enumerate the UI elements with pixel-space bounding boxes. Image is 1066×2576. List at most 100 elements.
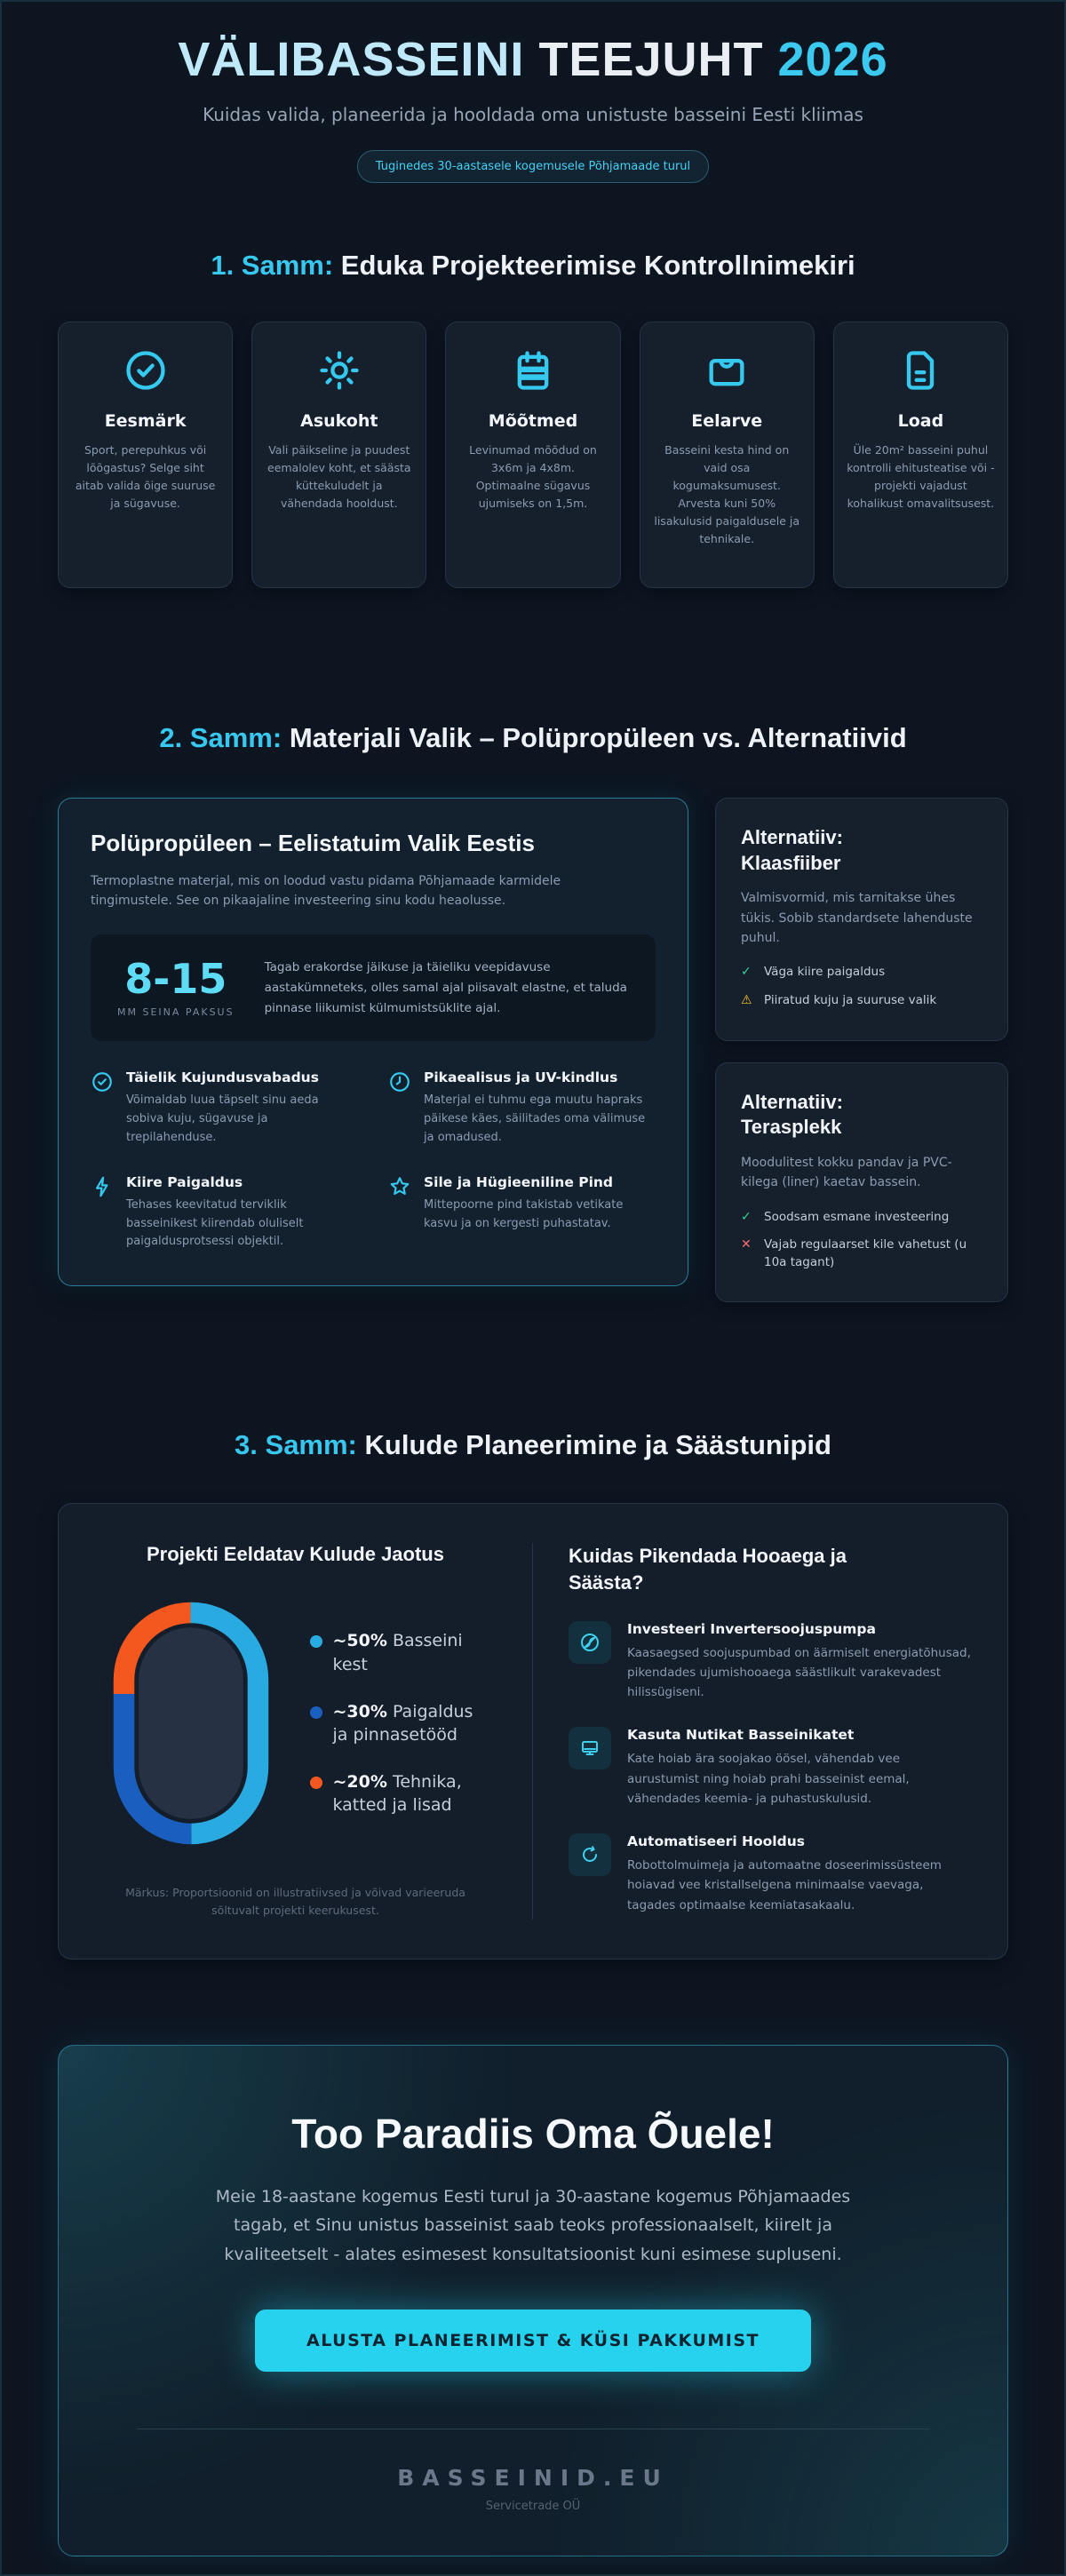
feature-smooth-surface: Sile ja Hügieeniline Pind Mittepoorne pi… (388, 1174, 656, 1252)
point-con: ✕ Vajab regulaarset kile vahetust (u 10a… (741, 1236, 982, 1271)
cost-donut-chart (113, 1602, 268, 1845)
point-text: Soodsam esmane investeering (764, 1209, 950, 1224)
title-year: 2026 (777, 33, 888, 86)
legend-item-shell: ~50% Basseini kest (309, 1629, 488, 1676)
hero-header: VÄLIBASSEINI TEEJUHT 2026 Kuidas valida,… (2, 33, 1064, 184)
check-circle-icon (91, 1070, 114, 1147)
card-title: Eesmärk (104, 411, 187, 432)
point-text: Piiratud kuju ja suuruse valik (764, 993, 937, 1008)
section1-step-label: 1. Samm: (211, 250, 334, 282)
section3-step-label: 3. Samm: (235, 1429, 357, 1461)
card-title: Load (897, 411, 944, 432)
chart-title: Projekti Eeldatav Kulude Jaotus (147, 1543, 444, 1566)
card-text: Levinumad mõõdud on 3x6m ja 4x8m. Optima… (469, 443, 597, 511)
feature-title: Sile ja Hügieeniline Pind (424, 1173, 614, 1190)
stat-text: Tagab erakordse jäikuse ja täieliku veep… (264, 959, 627, 1015)
materials-columns: Polüpropüleen – Eelistatuim Valik Eestis… (58, 798, 1008, 1303)
legend-dot-equipment (309, 1776, 322, 1789)
savings-tips-column: Kuidas Pikendada Hooaega ja Säästa? Inve… (533, 1543, 972, 1920)
feature-design-freedom: Täielik Kujundusvabadus Võimaldab luua t… (91, 1069, 358, 1147)
feature-text: Tehases keevitatud terviklik basseinikes… (126, 1197, 304, 1249)
card-load: Load Üle 20m² basseini puhul kontrolli e… (832, 322, 1008, 589)
feature-title: Pikaealisus ja UV-kindlus (424, 1069, 618, 1086)
card-mootmed: Mõõtmed Levinumad mõõdud on 3x6m ja 4x8m… (445, 322, 621, 589)
card-eelarve: Eelarve Basseini kesta hind on vaid osa … (639, 322, 815, 589)
measure-icon (510, 351, 556, 397)
donut-hole (138, 1627, 243, 1819)
brand-logo: BASSEINID.EU (397, 2465, 669, 2492)
alternatives-column: Alternatiiv: Klaasfiiber Valmisvormid, m… (715, 798, 1008, 1303)
feature-uv-durability: Pikaealisus ja UV-kindlus Materjal ei tu… (388, 1069, 656, 1147)
tip-title: Investeeri Invertersoojuspumpa (627, 1620, 876, 1637)
start-planning-button[interactable]: ALUSTA PLANEERIMIST & KÜSI PAKKUMIST (255, 2310, 811, 2373)
tip-pool-cover: Kasuta Nutikat Basseinikatet Kate hoiab … (569, 1727, 972, 1809)
feature-fast-install: Kiire Paigaldus Tehases keevitatud tervi… (91, 1174, 358, 1252)
heat-pump-icon (569, 1620, 611, 1664)
polypropylene-description: Termoplastne materjal, mis on loodud vas… (91, 873, 561, 909)
polypropylene-title: Polüpropüleen – Eelistatuim Valik Eestis (91, 830, 535, 857)
alternative-description: Moodulitest kokku pandav ja PVC-kilega (… (741, 1155, 952, 1190)
legend-dot-installation (309, 1705, 322, 1719)
alternative-points: ✓ Soodsam esmane investeering ✕ Vajab re… (741, 1209, 982, 1272)
point-pro: ✓ Väga kiire paigaldus (741, 964, 982, 982)
section2-title: 2. Samm: Materjali Valik – Polüpropüleen… (151, 720, 915, 757)
polypropylene-card: Polüpropüleen – Eelistatuim Valik Eestis… (58, 798, 688, 1287)
alt-title-line1: Alternatiiv: (741, 1090, 843, 1113)
card-text: Sport, perepuhkus või lõõgastus? Selge s… (75, 443, 216, 511)
experience-badge: Tuginedes 30-aastasele kogemusele Põhjam… (356, 150, 710, 184)
stat-value: 8-15 (124, 954, 227, 1003)
card-text: Vali päikseline ja puudest eemalolev koh… (267, 443, 411, 511)
section1-title: 1. Samm: Eduka Projekteerimise Kontrolln… (2, 247, 1064, 284)
tip-heat-pump: Investeeri Invertersoojuspumpa Kaasaegse… (569, 1620, 972, 1703)
card-eesmark: Eesmärk Sport, perepuhkus või lõõgastus?… (58, 322, 234, 589)
stat-label: MM SEINA PAKSUS (117, 1006, 235, 1018)
check-circle-icon (123, 351, 169, 397)
tip-title: Kasuta Nutikat Basseinikatet (627, 1727, 855, 1744)
section1-title-text: Eduka Projekteerimise Kontrollnimekiri (340, 250, 855, 282)
sun-icon (316, 351, 362, 397)
tip-text: Kaasaegsed soojuspumbad on äärmiselt ene… (627, 1645, 971, 1700)
cta-card: Too Paradiis Oma Õuele! Meie 18-aastane … (58, 2045, 1008, 2557)
legend-dot-shell (309, 1635, 322, 1649)
star-icon (388, 1175, 411, 1252)
alternative-title: Alternatiiv: Klaasfiiber (741, 825, 982, 876)
pool-cover-icon (569, 1727, 611, 1770)
page-subtitle: Kuidas valida, planeerida ja hooldada om… (203, 104, 863, 126)
check-icon: ✓ (741, 1209, 752, 1224)
stat-left: 8-15 MM SEINA PAKSUS (117, 958, 235, 1018)
cost-chart-column: Projekti Eeldatav Kulude Jaotus ~50% Bas… (94, 1543, 533, 1920)
automation-icon (569, 1833, 611, 1877)
tips-list: Investeeri Invertersoojuspumpa Kaasaegse… (569, 1620, 972, 1915)
title-part-2: TEEJUHT (538, 33, 764, 86)
wallet-icon (704, 359, 750, 397)
section2-title-text: Materjali Valik – Polüpropüleen vs. Alte… (289, 722, 907, 754)
legend-label: ~30% Paigaldus ja pinnasetööd (332, 1701, 473, 1745)
alternative-title: Alternatiiv: Terasplekk (741, 1090, 982, 1141)
cross-icon: ✕ (741, 1237, 752, 1252)
tip-automation: Automatiseeri Hooldus Robottolmuimeja ja… (569, 1833, 972, 1915)
legend-label: ~50% Basseini kest (332, 1631, 463, 1674)
section3-title-text: Kulude Planeerimine ja Säästunipid (364, 1429, 831, 1461)
card-title: Eelarve (691, 411, 763, 432)
polypropylene-features: Täielik Kujundusvabadus Võimaldab luua t… (91, 1069, 656, 1252)
alternative-description: Valmisvormid, mis tarnitakse ühes tükis.… (741, 891, 973, 946)
checklist-cards: Eesmärk Sport, perepuhkus või lõõgastus?… (58, 322, 1008, 589)
lightning-icon (91, 1175, 114, 1252)
alternative-points: ✓ Väga kiire paigaldus ⚠ Piiratud kuju j… (741, 964, 982, 1009)
card-title: Asukoht (300, 411, 378, 432)
section3-title: 3. Samm: Kulude Planeerimine ja Säästuni… (2, 1427, 1064, 1464)
chart-legend: ~50% Basseini kest ~30% Paigaldus ja pin… (309, 1629, 488, 1817)
card-text: Üle 20m² basseini puhul kontrolli ehitus… (847, 443, 995, 511)
point-con: ⚠ Piiratud kuju ja suuruse valik (741, 992, 982, 1010)
tips-title: Kuidas Pikendada Hooaega ja Säästa? (569, 1545, 847, 1594)
cta-text: Meie 18-aastane kogemus Eesti turul ja 3… (215, 2187, 851, 2264)
title-part-1: VÄLIBASSEINI (178, 33, 525, 86)
feature-text: Materjal ei tuhmu ega muutu hapraks päik… (424, 1093, 646, 1145)
feature-title: Kiire Paigaldus (126, 1173, 243, 1190)
cta-title: Too Paradiis Oma Õuele! (291, 2111, 775, 2158)
page-title: VÄLIBASSEINI TEEJUHT 2026 (2, 33, 1064, 86)
point-text: Vajab regulaarset kile vahetust (u 10a t… (764, 1237, 967, 1269)
warning-icon: ⚠ (741, 993, 752, 1008)
costs-panel: Projekti Eeldatav Kulude Jaotus ~50% Bas… (58, 1503, 1008, 1960)
